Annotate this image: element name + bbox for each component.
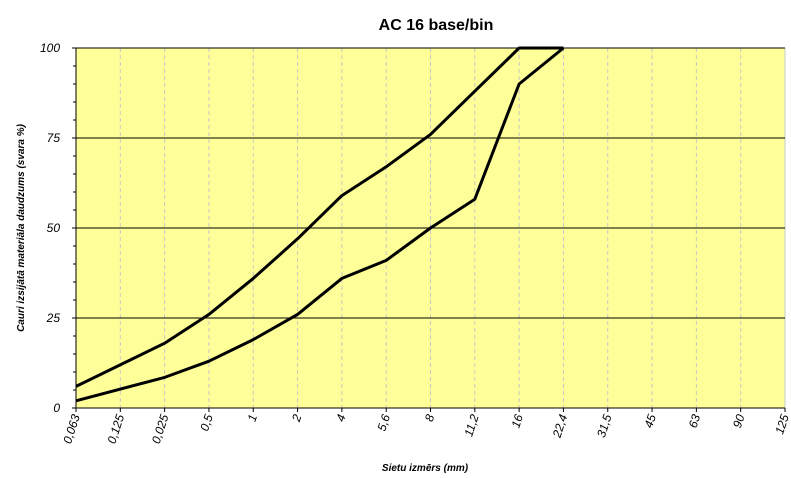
- y-tick-label: 100: [40, 41, 60, 55]
- x-tick-label: 63: [686, 412, 704, 429]
- series-line-upper: [75, 46, 564, 388]
- x-tick-label: 31,5: [594, 412, 615, 439]
- x-tick-label: 0,5: [197, 412, 216, 433]
- x-tick-label: 22,4: [549, 412, 570, 440]
- chart-title: AC 16 base/bin: [379, 17, 494, 34]
- x-tick-label: 0,125: [105, 412, 128, 445]
- series-group: [75, 46, 565, 403]
- x-tick-label: 16: [509, 412, 527, 429]
- x-tick-label: 0,063: [60, 412, 83, 445]
- x-tick-label: 8: [422, 412, 437, 423]
- y-ticks: 0 25 50 75 100: [40, 41, 76, 415]
- x-tick-label: 125: [772, 412, 791, 436]
- x-axis-label: Sietu izmērs (mm): [382, 463, 469, 474]
- y-tick-label: 50: [47, 221, 61, 235]
- x-tick-label: 11,2: [461, 412, 481, 438]
- y-tick-label: 25: [46, 311, 61, 325]
- x-ticks: 0,063 0,125 0,025 0,5 1 2 4 5,6 8 11,2 16 22,4 31,5 4…: [60, 408, 791, 445]
- x-tick-label: 90: [730, 412, 748, 429]
- x-tick-label: 0,025: [149, 412, 172, 445]
- y-tick-label: 0: [53, 401, 60, 415]
- y-tick-label: 75: [47, 131, 61, 145]
- x-tick-label: 4: [333, 412, 348, 423]
- x-tick-label: 5,6: [375, 412, 394, 433]
- series-line-lower: [75, 46, 565, 403]
- y-axis-label: Cauri izsijātā materiāla daudzums (svara…: [16, 123, 27, 332]
- x-tick-label: 2: [289, 412, 305, 424]
- horizontal-gridlines: [76, 47, 785, 319]
- x-tick-label: 1: [245, 413, 260, 424]
- x-tick-label: 45: [641, 412, 659, 429]
